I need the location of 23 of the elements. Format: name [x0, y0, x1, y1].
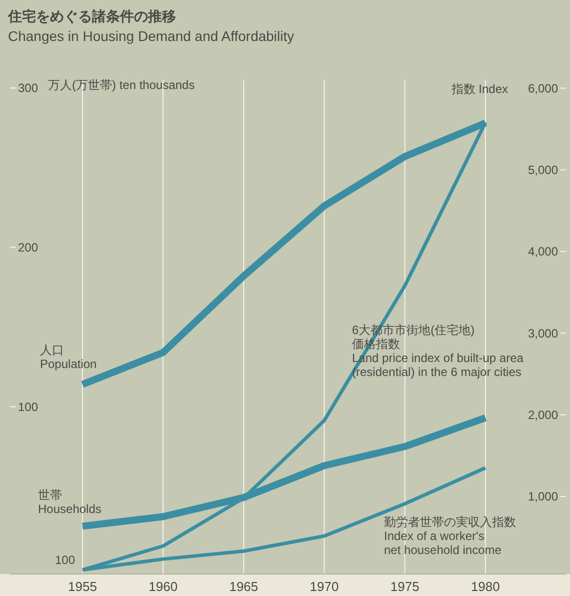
series-label: 人口 Population: [40, 343, 97, 371]
y2-tick-label: 3,000: [528, 326, 558, 340]
y2-tick-label: 4,000: [528, 244, 558, 259]
y2-tick-label: 6,000: [528, 81, 558, 96]
y2-tick-label: 2,000: [528, 408, 558, 422]
x-tick-label: 1980: [470, 579, 500, 594]
y-tick-label: 100: [18, 400, 38, 414]
y2-axis-title: 指数 Index: [451, 81, 508, 98]
chart-title: 住宅をめぐる諸条件の推移: [8, 8, 176, 26]
y2-tick-label: 1,000: [528, 490, 558, 504]
x-tick-label: 1965: [229, 579, 258, 594]
series-label: 勤労者世帯の実収入指数 Index of a worker's net household income: [384, 515, 516, 557]
annotation: 100: [55, 553, 76, 567]
y-axis-title: 万人(万世帯) ten thousands: [48, 77, 195, 94]
x-tick-label: 1955: [68, 579, 97, 594]
x-tick-label: 1975: [390, 579, 420, 594]
x-tick-label: 1970: [310, 579, 339, 594]
chart-subtitle: Changes in Housing Demand and Affordability: [8, 28, 294, 44]
series-label: 世帯 Households: [38, 488, 102, 516]
x-tick-label: 1960: [148, 579, 178, 594]
y-tick-label: 200: [18, 240, 38, 255]
y2-tick-label: 5,000: [528, 163, 558, 178]
y-tick-label: 300: [18, 81, 38, 96]
